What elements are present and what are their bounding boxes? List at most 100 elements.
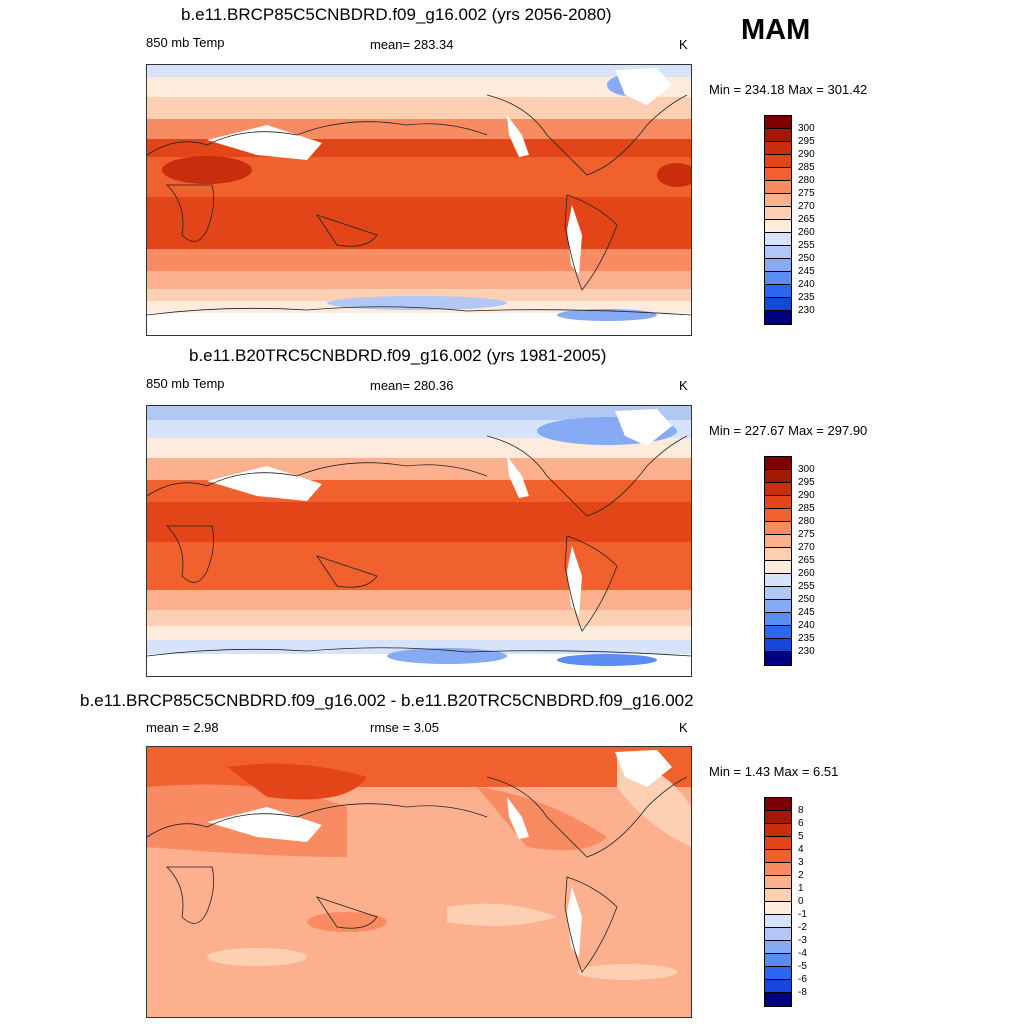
panel-1-colorbar-swatch — [765, 116, 791, 129]
panel-2-colorbar-swatch — [765, 613, 791, 626]
panel-1-colorbar-swatch — [765, 285, 791, 298]
colorbar-tick-label: 235 — [798, 633, 815, 644]
panel-2-rockies-mask — [507, 456, 529, 498]
panel-1-antarctic-cold-ross — [327, 296, 507, 310]
panel-2-colorbar-swatch — [765, 483, 791, 496]
panel-2-mean-label: mean= 280.36 — [370, 378, 454, 393]
colorbar-tick-label: 0 — [798, 896, 804, 907]
panel-1-variable-label: 850 mb Temp — [146, 35, 225, 50]
panel-2-colorbar-swatch — [765, 470, 791, 483]
panel-3-antarctic-band — [147, 995, 691, 1017]
colorbar-tick-label: 275 — [798, 529, 815, 540]
panel-1-band-midlat-north — [147, 97, 691, 119]
panel-1-tibet-mask — [207, 125, 322, 160]
panel-2-band-midlat-south — [147, 610, 691, 626]
panel-1-map-svg — [147, 65, 691, 335]
colorbar-tick-label: -8 — [798, 987, 807, 998]
colorbar-tick-label: 245 — [798, 266, 815, 277]
colorbar-tick-label: 4 — [798, 844, 804, 855]
panel-3-rmse-label: rmse = 3.05 — [370, 720, 440, 735]
colorbar-tick-label: 260 — [798, 227, 815, 238]
panel-1-map — [146, 64, 692, 336]
panel-2-colorbar-swatch — [765, 600, 791, 613]
panel-2-variable-label: 850 mb Temp — [146, 376, 225, 391]
panel-3-soceans-cool — [207, 948, 307, 966]
panel-3-colorbar-swatch — [765, 863, 791, 876]
panel-2-map-svg — [147, 406, 691, 676]
panel-3-map-svg — [147, 747, 691, 1017]
colorbar-tick-label: -3 — [798, 935, 807, 946]
panel-3-colorbar-swatch — [765, 837, 791, 850]
colorbar-tick-label: -4 — [798, 948, 807, 959]
panel-2-band-equator — [147, 502, 691, 542]
colorbar-tick-label: 295 — [798, 136, 815, 147]
panel-1-colorbar-swatch — [765, 142, 791, 155]
colorbar-tick-label: 2 — [798, 870, 804, 881]
colorbar-tick-label: 285 — [798, 503, 815, 514]
panel-3-colorbar-swatch — [765, 876, 791, 889]
colorbar-tick-label: 240 — [798, 279, 815, 290]
panel-1-minmax-label: Min = 234.18 Max = 301.42 — [709, 82, 868, 97]
panel-3-colorbar-swatch — [765, 850, 791, 863]
panel-3-colorbar-swatch — [765, 941, 791, 954]
colorbar-tick-label: 8 — [798, 805, 804, 816]
panel-2-band-midlat-north — [147, 438, 691, 458]
panel-1-band-high-north — [147, 77, 691, 97]
panel-3-units-label: K — [679, 720, 688, 735]
colorbar-tick-label: 235 — [798, 292, 815, 303]
panel-3-satlantic-cool — [577, 964, 677, 980]
panel-3-mean-label: mean = 2.98 — [146, 720, 219, 735]
colorbar-tick-label: 230 — [798, 646, 815, 657]
panel-2-colorbar-swatch — [765, 574, 791, 587]
panel-3-colorbar-swatch — [765, 993, 791, 1006]
colorbar-tick-label: -1 — [798, 909, 807, 920]
panel-2-map — [146, 405, 692, 677]
panel-2-colorbar-swatch — [765, 652, 791, 665]
panel-1-colorbar-swatch — [765, 233, 791, 246]
panel-1-band-midlat-south — [147, 271, 691, 289]
panel-2-colorbar-swatch — [765, 509, 791, 522]
panel-2-tibet-mask — [207, 466, 322, 501]
panel-2-andes-mask — [567, 546, 582, 616]
panel-1-mean-label: mean= 283.34 — [370, 37, 454, 52]
panel-1-greenland-mask — [615, 68, 672, 105]
colorbar-tick-label: 240 — [798, 620, 815, 631]
panel-1-colorbar-swatch — [765, 181, 791, 194]
panel-3-colorbar-swatch — [765, 902, 791, 915]
colorbar-tick-label: 5 — [798, 831, 804, 842]
panel-2-antarctica-mask — [147, 654, 691, 676]
panel-3-colorbar-swatch — [765, 811, 791, 824]
panel-3-andes-mask — [567, 887, 582, 957]
colorbar-tick-label: 265 — [798, 214, 815, 225]
panel-2-colorbar-swatch — [765, 535, 791, 548]
panel-3-spacific-cool — [447, 903, 557, 926]
panel-3-coastlines — [147, 776, 688, 973]
colorbar-tick-label: 270 — [798, 201, 815, 212]
colorbar-tick-label: 250 — [798, 253, 815, 264]
panel-1-colorbar-swatch — [765, 259, 791, 272]
panel-1-colorbar-swatch — [765, 272, 791, 285]
panel-3-colorbar-swatch — [765, 954, 791, 967]
panel-3-tibet-mask — [207, 807, 322, 842]
panel-2-colorbar-swatch — [765, 522, 791, 535]
colorbar-tick-label: 300 — [798, 464, 815, 475]
colorbar-tick-label: -2 — [798, 922, 807, 933]
panel-1-coastlines — [147, 94, 691, 316]
panel-3-minmax-label: Min = 1.43 Max = 6.51 — [709, 764, 839, 779]
panel-3-greenland-mask — [615, 750, 672, 787]
panel-1-hot-spot-africa — [162, 156, 252, 184]
colorbar-tick-label: -5 — [798, 961, 807, 972]
colorbar-tick-label: 260 — [798, 568, 815, 579]
panel-1-colorbar-swatch — [765, 207, 791, 220]
colorbar-tick-label: 230 — [798, 305, 815, 316]
panel-1-title: b.e11.BRCP85C5CNBDRD.f09_g16.002 (yrs 20… — [181, 5, 612, 24]
panel-1-colorbar-swatch — [765, 298, 791, 311]
colorbar-tick-label: 245 — [798, 607, 815, 618]
panel-2-colorbar-swatch — [765, 561, 791, 574]
panel-1-colorbar-swatch — [765, 311, 791, 324]
panel-3-colorbar-swatch — [765, 824, 791, 837]
colorbar-tick-label: 3 — [798, 857, 804, 868]
colorbar-tick-label: 270 — [798, 542, 815, 553]
panel-1-colorbar-swatch — [765, 194, 791, 207]
panel-3-map — [146, 746, 692, 1018]
